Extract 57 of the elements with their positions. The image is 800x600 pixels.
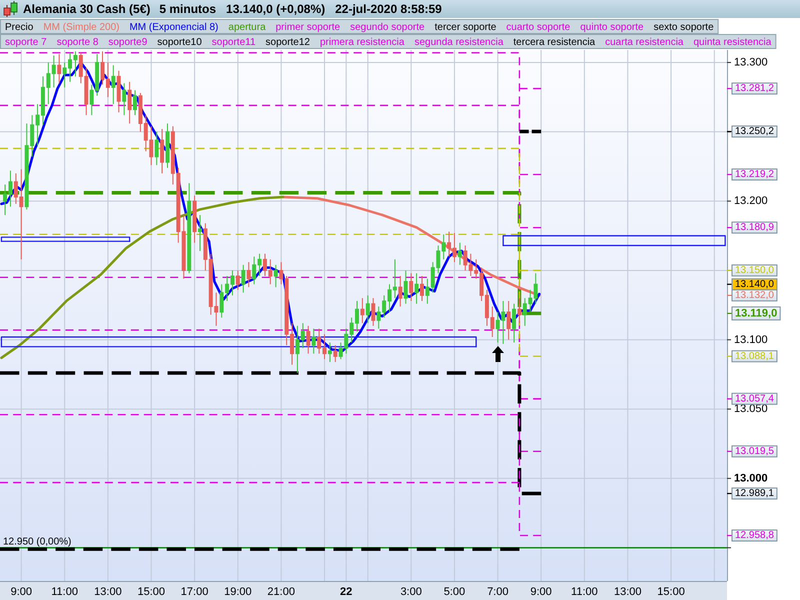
text: tercera resistencia: [513, 37, 596, 48]
y2-tick-label: 13.150,0: [735, 264, 774, 276]
ref-line-label: 12.950 (0,00%): [3, 536, 72, 548]
text: cuarto soporte: [506, 22, 571, 33]
x-tick-label: 11:00: [51, 586, 78, 598]
legend-label: quinta resistencia: [693, 37, 772, 48]
legend-label: Precio: [5, 22, 34, 33]
y2-tick-label: 13.057,4: [735, 393, 774, 404]
text: MM (Exponencial 8): [129, 22, 218, 33]
y2-tick-label: 13.219,2: [735, 169, 774, 180]
y2-tick-label: 12.958,8: [735, 530, 774, 542]
x-tick-label: 17:00: [180, 586, 208, 598]
text: cuarta resistencia: [605, 37, 684, 48]
legend-label: soporte 7: [5, 37, 48, 48]
text: tercer soporte: [434, 22, 497, 33]
x-tick-label: 9:00: [10, 586, 32, 598]
x-tick-label: 7:00: [487, 586, 508, 598]
text: apertura: [228, 22, 266, 33]
text: MM (Simple 200): [43, 22, 120, 33]
y2-tick-label: 12.989,1: [735, 488, 774, 500]
x-tick-label: 22: [340, 586, 352, 598]
text: segundo soporte: [350, 22, 426, 33]
legend-label: soporte9: [108, 37, 148, 48]
chart-title: Alemania 30 Cash (5€): [23, 2, 150, 16]
x-tick-label: 3:00: [400, 586, 422, 598]
x-tick-label: 15:00: [657, 586, 685, 598]
series-label: segunda resistencia: [414, 37, 504, 48]
y-tick-label: 13.050: [734, 403, 768, 416]
text: quinto soporte: [580, 22, 644, 33]
y-tick-label: 13.200: [734, 195, 768, 208]
y2-tick-label: 13.180,9: [735, 222, 774, 234]
y2-tick-label: 13.019,5: [735, 446, 774, 457]
x-tick-label: 13:00: [614, 586, 642, 598]
y2-tick-label: 13.250,2: [735, 126, 774, 138]
text: sexto soporte: [654, 22, 714, 33]
y2-tick-label: 13.281,2: [735, 83, 774, 94]
x-tick-label: 21:00: [267, 586, 295, 598]
legend-label: soporte12: [266, 37, 310, 48]
chart-subtitle: 5 minutos 13.140,0 (+0,08%) 22-jul-2020 8:58:59: [159, 2, 442, 16]
x-tick-label: 19:00: [224, 586, 252, 598]
x-tick-label: 13:00: [94, 586, 122, 598]
legend-label: soporte 8: [56, 37, 99, 48]
text: primer soporte: [276, 22, 341, 33]
legend-label: soporte10: [157, 37, 202, 48]
y2-tick-label: 13.088,1: [735, 350, 774, 362]
y-tick-label: 13.300: [734, 56, 768, 68]
x-tick-label: 11:00: [571, 586, 598, 598]
y2-tick-label: 13.119,0: [735, 307, 778, 320]
legend-label: soporte11: [212, 37, 256, 48]
text: primera resistencia: [320, 37, 405, 48]
x-tick-label: 9:00: [530, 586, 552, 598]
y2-tick-label: 13.140,0: [735, 278, 774, 290]
y-tick-label: 13.000: [734, 472, 768, 484]
x-tick-label: 5:00: [444, 586, 466, 598]
y2-tick-label: 13.132,0: [735, 290, 774, 301]
x-tick-label: 15:00: [137, 586, 166, 598]
y-tick-label: 13.100: [734, 334, 768, 346]
